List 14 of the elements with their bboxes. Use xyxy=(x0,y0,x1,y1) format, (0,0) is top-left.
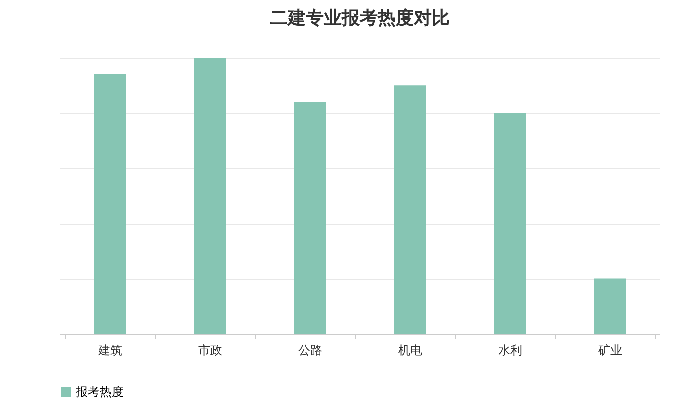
bar xyxy=(94,74,126,334)
x-tick-label: 市政 xyxy=(198,344,222,358)
bar xyxy=(594,278,626,334)
chart-title: 二建专业报考热度对比 xyxy=(270,8,450,29)
x-tick-label: 建筑 xyxy=(98,344,122,358)
bar xyxy=(494,113,526,334)
bar xyxy=(394,86,426,334)
x-tick-label: 机电 xyxy=(398,344,422,358)
x-tick-label: 公路 xyxy=(298,344,322,358)
x-tick-label: 水利 xyxy=(498,344,522,358)
bar xyxy=(294,102,326,334)
x-tick-label: 矿业 xyxy=(598,344,622,358)
legend-label: 报考热度 xyxy=(75,385,124,399)
bar xyxy=(194,58,226,334)
